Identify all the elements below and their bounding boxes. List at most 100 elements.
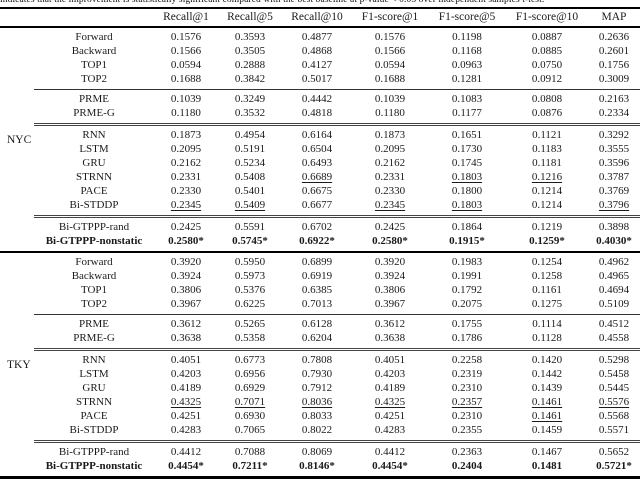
metric-value-cell: 0.1177 xyxy=(428,107,506,125)
metric-value-cell: 0.1258 xyxy=(506,270,588,284)
metric-value-cell: 0.0750 xyxy=(506,59,588,73)
metric-value: 0.6677 xyxy=(301,199,333,211)
metric-value-cell: 0.3505 xyxy=(218,45,282,59)
metric-value: 0.2425 xyxy=(374,221,406,233)
metric-value-cell: 0.4454* xyxy=(352,460,428,478)
method-name-cell: TOP2 xyxy=(80,298,108,310)
metric-value-cell: 0.3787 xyxy=(588,171,640,185)
metric-value: 0.4442 xyxy=(301,93,333,105)
metric-value-cell: 0.6956 xyxy=(218,368,282,382)
metric-value-cell: 0.2310 xyxy=(428,410,506,424)
metric-value-cell: 0.6204 xyxy=(282,332,352,350)
metric-value-cell: 0.2162 xyxy=(352,157,428,171)
metric-value-cell: 0.1114 xyxy=(506,314,588,332)
metric-value-cell: 0.8146* xyxy=(282,460,352,478)
metric-value: 0.1730 xyxy=(451,143,483,155)
metric-value-cell: 0.2095 xyxy=(154,143,218,157)
metric-value-cell: 0.0594 xyxy=(352,59,428,73)
metric-value: 0.3596 xyxy=(598,157,630,169)
metric-value-cell: 0.1161 xyxy=(506,284,588,298)
metric-value-cell: 0.1180 xyxy=(352,107,428,125)
metric-value-cell: 0.5401 xyxy=(218,185,282,199)
metric-value: 0.6930 xyxy=(234,410,266,422)
metric-value: 0.1651 xyxy=(451,129,483,141)
metric-value: 0.2357 xyxy=(451,396,483,408)
metric-value-cell: 0.4868 xyxy=(282,45,352,59)
metric-value-cell: 0.0808 xyxy=(506,89,588,107)
metric-value-cell: 0.2319 xyxy=(428,368,506,382)
metric-value: 0.4412 xyxy=(170,446,202,458)
method-name-cell: PRME xyxy=(34,89,154,107)
metric-value: 0.3898 xyxy=(598,221,630,233)
metric-value-cell: 0.1420 xyxy=(506,348,588,368)
metric-value-cell: 0.1755 xyxy=(428,314,506,332)
metric-value: 0.1983 xyxy=(451,256,483,268)
metric-value: 0.2310 xyxy=(451,410,483,422)
metric-value: 0.1420 xyxy=(531,354,563,366)
metric-value-cell: 0.3806 xyxy=(154,284,218,298)
metric-value: 0.1254 xyxy=(531,256,563,268)
metric-value: 0.1083 xyxy=(451,93,483,105)
metric-value: 0.3505 xyxy=(234,45,266,57)
metric-value: 0.1214 xyxy=(531,199,563,211)
metric-value: 0.2363 xyxy=(451,446,483,458)
metric-value-cell: 0.5017 xyxy=(282,73,352,90)
metric-value: 0.7013 xyxy=(301,298,333,310)
metric-value: 0.4283 xyxy=(170,424,202,436)
table-row: Bi-GTPPP-nonstatic 0.2580* 0.5745* 0.6922* 0… xyxy=(0,235,640,253)
column-header: F1-score@5 xyxy=(428,8,506,28)
table-caption-clipped: indicates that the improvement is statis… xyxy=(0,0,640,7)
metric-value-cell: 0.1745 xyxy=(428,157,506,171)
metric-value-cell: 0.1467 xyxy=(506,440,588,460)
method-name-cell: TOP1 xyxy=(80,59,108,71)
metric-value-cell: 0.3967 xyxy=(352,298,428,315)
metric-value: 0.1800 xyxy=(451,185,483,197)
table-row: Bi-STDDP 0.2345 0.5409 0.6677 0.2345 0.1803 0.… xyxy=(0,199,640,217)
metric-value: 0.8146* xyxy=(299,460,335,472)
metric-value: 0.2404 xyxy=(451,460,483,472)
metric-value: 0.2580* xyxy=(168,235,204,247)
metric-value-cell: 0.2355 xyxy=(428,424,506,442)
metric-value: 0.6956 xyxy=(234,368,266,380)
column-header: Recall@5 xyxy=(218,8,282,28)
metric-value: 0.5652 xyxy=(598,446,630,458)
metric-value: 0.1688 xyxy=(374,73,406,85)
metric-value-cell: 0.1481 xyxy=(506,460,588,478)
metric-value-cell: 0.2888 xyxy=(218,59,282,73)
metric-value: 0.5950 xyxy=(234,256,266,268)
metric-value-cell: 0.6929 xyxy=(218,382,282,396)
table-caption-text: indicates that the improvement is statis… xyxy=(0,0,545,5)
results-table: Recall@1 Recall@5 Recall@10 F1-score@1 F1-sc… xyxy=(0,7,640,479)
metric-value-cell: 0.6922* xyxy=(282,235,352,253)
metric-value: 0.4954 xyxy=(234,129,266,141)
metric-value: 0.6164 xyxy=(301,129,333,141)
metric-value-cell: 0.3292 xyxy=(588,123,640,143)
metric-value-cell: 0.1439 xyxy=(506,382,588,396)
metric-value-cell: 0.1459 xyxy=(506,424,588,442)
metric-value-cell: 0.1576 xyxy=(352,27,428,45)
method-name-cell: Forward xyxy=(34,251,154,270)
metric-value: 0.0912 xyxy=(531,73,563,85)
metric-value-cell: 0.8069 xyxy=(282,440,352,460)
metric-value: 0.1786 xyxy=(451,332,483,344)
metric-value-cell: 0.3920 xyxy=(352,251,428,270)
metric-value: 0.4127 xyxy=(301,59,333,71)
metric-value: 0.3532 xyxy=(234,107,266,119)
metric-value-cell: 0.1214 xyxy=(506,185,588,199)
table-row: NYC Forward 0.1576 0.3593 0.4877 0.1576 0.1198… xyxy=(0,27,640,146)
metric-value-cell: 0.3924 xyxy=(154,270,218,284)
metric-value: 0.5109 xyxy=(598,298,630,310)
metric-value-cell: 0.5950 xyxy=(218,251,282,270)
metric-value: 0.1755 xyxy=(451,318,483,330)
metric-value: 0.5358 xyxy=(234,332,266,344)
metric-value-cell: 0.4954 xyxy=(218,123,282,143)
header-row: Recall@1 Recall@5 Recall@10 F1-score@1 F1-sc… xyxy=(0,8,640,28)
metric-value-cell: 0.5973 xyxy=(218,270,282,284)
metric-value: 0.1216 xyxy=(531,171,563,183)
metric-value-cell: 0.0887 xyxy=(506,27,588,45)
metric-value: 0.1688 xyxy=(170,73,202,85)
metric-value-cell: 0.7808 xyxy=(282,348,352,368)
metric-value-cell: 0.5109 xyxy=(588,298,640,315)
method-name-cell: GRU xyxy=(82,382,106,394)
city-label-cell: TKY xyxy=(0,251,34,478)
